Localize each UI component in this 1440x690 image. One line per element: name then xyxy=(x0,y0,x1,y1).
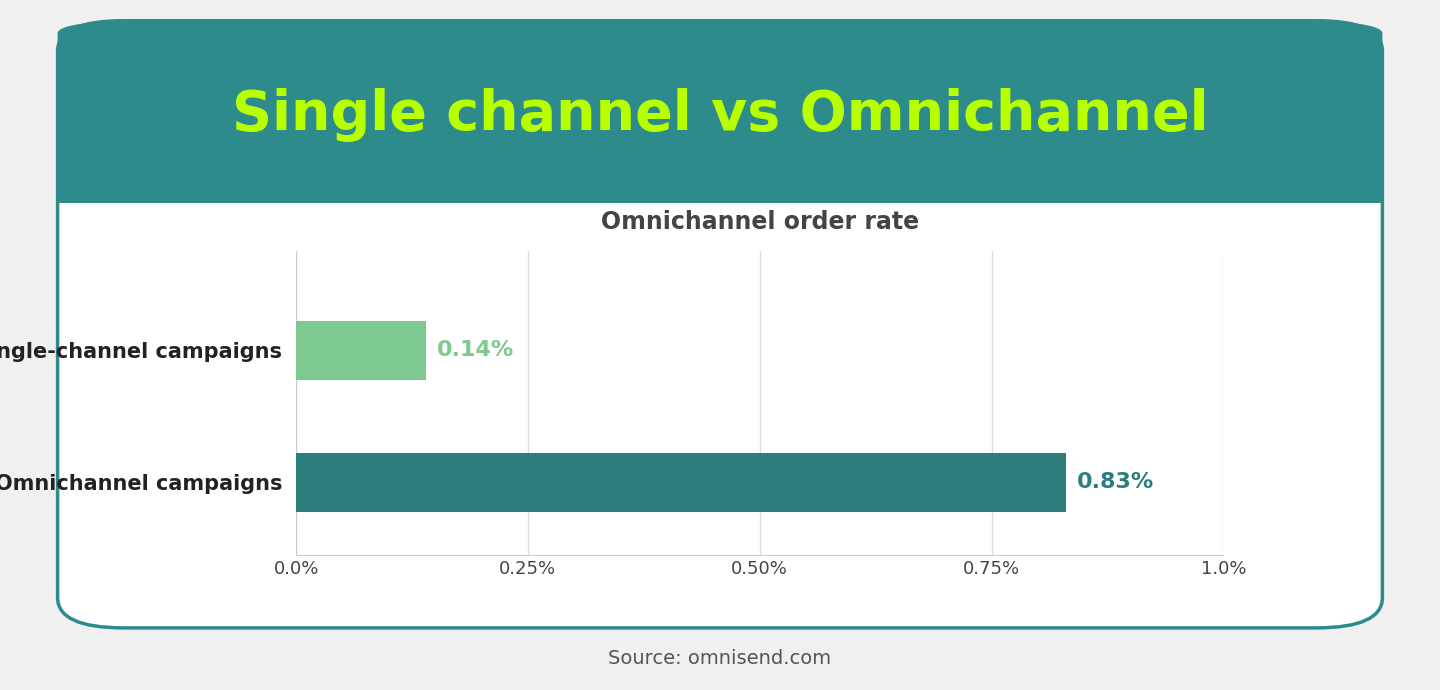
FancyBboxPatch shape xyxy=(58,148,1382,203)
Text: Source: omnisend.com: Source: omnisend.com xyxy=(609,649,831,669)
Bar xyxy=(297,453,1066,512)
Text: 0.83%: 0.83% xyxy=(1077,473,1153,493)
FancyBboxPatch shape xyxy=(58,21,1382,203)
Text: 0.14%: 0.14% xyxy=(436,340,514,360)
Title: Omnichannel order rate: Omnichannel order rate xyxy=(600,210,919,234)
Text: Single channel vs Omnichannel: Single channel vs Omnichannel xyxy=(232,88,1208,142)
Bar xyxy=(297,321,426,380)
FancyBboxPatch shape xyxy=(58,21,1382,628)
